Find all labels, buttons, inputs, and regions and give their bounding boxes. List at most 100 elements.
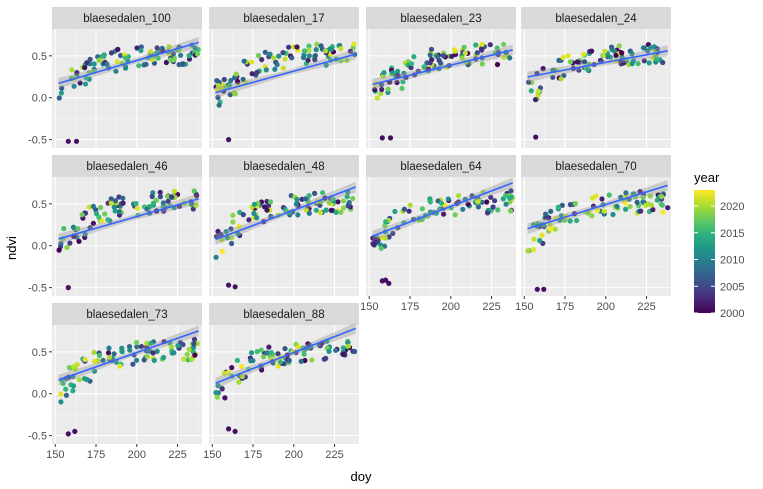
data-point — [399, 85, 405, 91]
data-point — [385, 86, 391, 92]
trend-line — [58, 198, 199, 240]
data-point — [254, 349, 260, 355]
data-point — [178, 52, 184, 58]
data-point — [149, 193, 155, 200]
facet-panel: blaesedalen_48 — [209, 155, 359, 296]
data-point — [75, 226, 81, 232]
data-point — [101, 52, 107, 58]
facet-panel: blaesedalen_64 — [366, 155, 516, 296]
data-point — [223, 229, 229, 235]
data-point — [445, 196, 451, 202]
data-point — [302, 48, 308, 54]
data-point — [494, 61, 501, 68]
colorbar-label: 2000 — [720, 308, 744, 320]
data-point — [387, 135, 394, 141]
data-point — [534, 286, 540, 292]
trend-line — [372, 182, 514, 237]
data-point — [240, 76, 246, 82]
data-point — [479, 46, 485, 52]
trend-line — [215, 186, 357, 241]
facet-title: blaesedalen_70 — [555, 161, 636, 173]
data-point — [507, 55, 513, 61]
data-point — [528, 88, 534, 94]
trend-line — [527, 50, 668, 78]
data-point — [260, 354, 267, 360]
data-point — [70, 383, 77, 389]
data-point — [305, 341, 311, 347]
data-point — [335, 199, 341, 205]
data-point — [312, 190, 318, 196]
facet-panel: blaesedalen_46 — [52, 155, 202, 296]
data-point — [144, 340, 150, 346]
data-point — [93, 210, 99, 217]
data-point — [82, 231, 88, 237]
data-point — [170, 51, 176, 57]
data-point — [460, 206, 466, 212]
facet-strip — [52, 7, 202, 29]
data-point — [341, 205, 347, 211]
data-point — [115, 46, 121, 53]
data-point — [282, 346, 288, 352]
data-point — [151, 357, 157, 363]
data-point — [309, 357, 315, 363]
trend-line — [215, 327, 357, 384]
data-point — [226, 426, 232, 432]
data-point — [451, 47, 457, 53]
data-point — [215, 94, 221, 100]
data-point — [266, 344, 272, 350]
facet-title: blaesedalen_46 — [86, 161, 167, 173]
trend-line — [527, 184, 668, 230]
data-point — [379, 86, 385, 93]
data-point — [106, 354, 113, 361]
data-point — [475, 204, 481, 210]
data-point — [383, 219, 389, 225]
data-point — [645, 48, 651, 54]
data-point — [537, 237, 543, 244]
data-point — [134, 344, 140, 350]
data-point — [58, 90, 64, 96]
data-point — [249, 59, 255, 65]
data-point — [306, 53, 312, 59]
data-point — [323, 62, 329, 68]
trend-line — [58, 330, 200, 381]
x-tick-label: 200 — [597, 301, 615, 313]
data-point — [134, 45, 140, 51]
facet-strip — [209, 7, 359, 29]
data-point — [120, 195, 126, 201]
data-point — [406, 208, 412, 214]
data-point — [141, 357, 147, 363]
x-tick-label: 225 — [637, 301, 655, 313]
data-point — [374, 95, 380, 101]
data-point — [133, 357, 140, 363]
facet-title: blaesedalen_17 — [243, 13, 324, 25]
data-point — [383, 277, 389, 283]
data-point — [106, 345, 112, 351]
data-point — [660, 209, 666, 215]
data-point — [350, 195, 356, 202]
data-point — [531, 236, 537, 242]
data-point — [241, 58, 247, 64]
data-point — [300, 54, 306, 61]
data-point — [321, 356, 327, 362]
data-point — [394, 79, 400, 86]
data-point — [647, 193, 654, 199]
data-point — [105, 217, 111, 223]
data-point — [344, 57, 350, 63]
data-point — [540, 66, 546, 72]
data-point — [188, 356, 194, 363]
data-point — [386, 280, 392, 286]
data-point — [286, 357, 292, 363]
data-point — [96, 352, 103, 359]
x-tick-label: 150 — [360, 301, 378, 313]
x-tick-label: 225 — [325, 449, 343, 461]
data-point — [532, 97, 539, 103]
data-point — [401, 70, 407, 76]
data-point — [340, 198, 347, 204]
facet-title: blaesedalen_88 — [243, 309, 324, 321]
data-point — [574, 59, 581, 65]
data-point — [186, 53, 192, 59]
data-point — [382, 223, 388, 229]
data-point — [333, 347, 339, 353]
data-point — [73, 138, 80, 144]
